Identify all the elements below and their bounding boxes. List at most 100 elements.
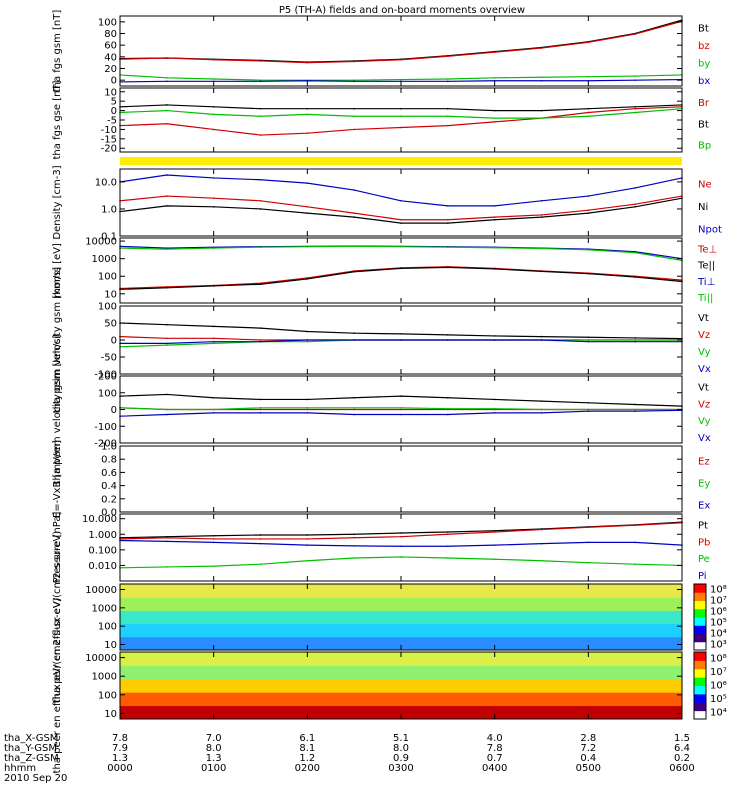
data-point <box>353 60 355 63</box>
data-point <box>447 557 449 559</box>
colorbar-segment <box>694 641 706 651</box>
legend-entry: Te⊥ <box>697 244 717 255</box>
data-point <box>447 545 449 548</box>
data-point <box>353 80 355 83</box>
data-point <box>400 58 402 61</box>
colorbar-tick-label: 10⁸ <box>710 654 727 665</box>
series-line-Te|| <box>119 266 683 290</box>
data-point <box>400 545 402 548</box>
x-axis-value: 0.7 <box>487 753 503 764</box>
x-axis-value: 1.2 <box>299 753 315 764</box>
data-point <box>353 408 355 411</box>
data-point <box>212 342 215 345</box>
colorbar-segment <box>694 625 706 634</box>
y-tick-label: 1.000 <box>88 530 117 541</box>
data-point <box>166 566 168 568</box>
x-row-label-0: tha_X-GSM <box>4 733 58 744</box>
x-axis-value: 0500 <box>576 763 601 774</box>
panel-frame <box>119 168 683 237</box>
data-point <box>353 212 355 214</box>
data-point <box>540 528 543 531</box>
data-point <box>166 174 168 176</box>
data-point <box>493 529 496 532</box>
x-axis-value: 0400 <box>482 763 507 774</box>
y-tick-label: 1000 <box>92 254 117 265</box>
data-point <box>306 408 309 411</box>
data-point <box>587 107 590 110</box>
spectrogram-band <box>120 665 682 680</box>
data-point <box>166 323 168 326</box>
y-tick-label: 0.010 <box>88 561 117 572</box>
legend-entry: bz <box>698 41 710 52</box>
data-point <box>212 565 215 567</box>
data-point <box>493 205 496 207</box>
y-tick-label: 10.0 <box>95 177 117 188</box>
data-point <box>447 205 449 207</box>
legend-entry: Bt <box>698 119 709 130</box>
data-point <box>400 78 402 81</box>
data-point <box>540 412 543 414</box>
colorbar-segment <box>694 668 706 678</box>
data-point <box>540 216 543 218</box>
data-point <box>259 339 262 341</box>
data-point <box>212 408 215 411</box>
colorbar-segment <box>694 710 706 720</box>
data-point <box>306 113 309 116</box>
x-axis-value: 1.3 <box>206 753 222 764</box>
data-point <box>353 216 355 218</box>
data-point <box>259 563 262 565</box>
y-axis-label: tha peim velocity gsm [km/s] <box>52 267 63 414</box>
data-point <box>400 218 402 221</box>
x-row-label-3: hhmm <box>4 763 36 774</box>
data-point <box>306 538 309 540</box>
data-point <box>306 412 309 414</box>
x-axis-value: 2.8 <box>580 733 596 744</box>
data-point <box>259 79 262 81</box>
y-tick-label: 5 <box>111 97 117 108</box>
data-point <box>493 109 496 112</box>
y-axis-label: tha peir en efflux eV/(cm2-s-sr-eV) <box>52 531 63 704</box>
y-tick-label: 60 <box>104 41 117 52</box>
data-point <box>587 195 590 197</box>
data-point <box>587 340 590 343</box>
data-point <box>400 267 402 270</box>
colorbar-tick-label: 10⁸ <box>710 585 727 596</box>
data-point <box>259 134 262 136</box>
data-point <box>353 115 355 118</box>
data-point <box>212 538 215 540</box>
data-point <box>447 246 449 248</box>
y-tick-label: -15 <box>101 134 117 145</box>
data-point <box>212 206 215 208</box>
data-point <box>540 335 543 338</box>
data-point <box>353 536 355 539</box>
data-point <box>259 246 262 248</box>
colorbar-tick-label: 10⁵ <box>710 694 727 705</box>
data-point <box>166 408 168 411</box>
data-point <box>353 189 355 191</box>
data-point <box>447 407 449 410</box>
data-point <box>540 270 543 273</box>
data-point <box>353 533 355 536</box>
y-tick-label: 200 <box>98 372 117 383</box>
data-point <box>447 396 449 399</box>
colorbar-frame <box>693 583 707 651</box>
data-point <box>259 327 262 329</box>
x-axis-value: 7.9 <box>112 743 128 754</box>
x-axis-value: 0600 <box>669 763 694 774</box>
data-point <box>447 55 449 58</box>
data-point <box>353 413 355 416</box>
x-axis-value: 0.9 <box>393 753 409 764</box>
x-axis-value: 0300 <box>388 763 413 774</box>
data-point <box>212 128 215 131</box>
y-tick-label: 100 <box>98 302 117 313</box>
series-line-Pt <box>119 521 683 539</box>
data-point <box>400 413 402 416</box>
x-axis-value: 6.4 <box>674 743 690 754</box>
legend-entry: Ex <box>698 500 710 511</box>
data-point <box>306 107 309 110</box>
x-axis-value: 8.0 <box>206 743 222 754</box>
spectrogram-band <box>120 705 682 720</box>
y-tick-label: 100 <box>98 388 117 399</box>
data-point <box>306 61 309 64</box>
